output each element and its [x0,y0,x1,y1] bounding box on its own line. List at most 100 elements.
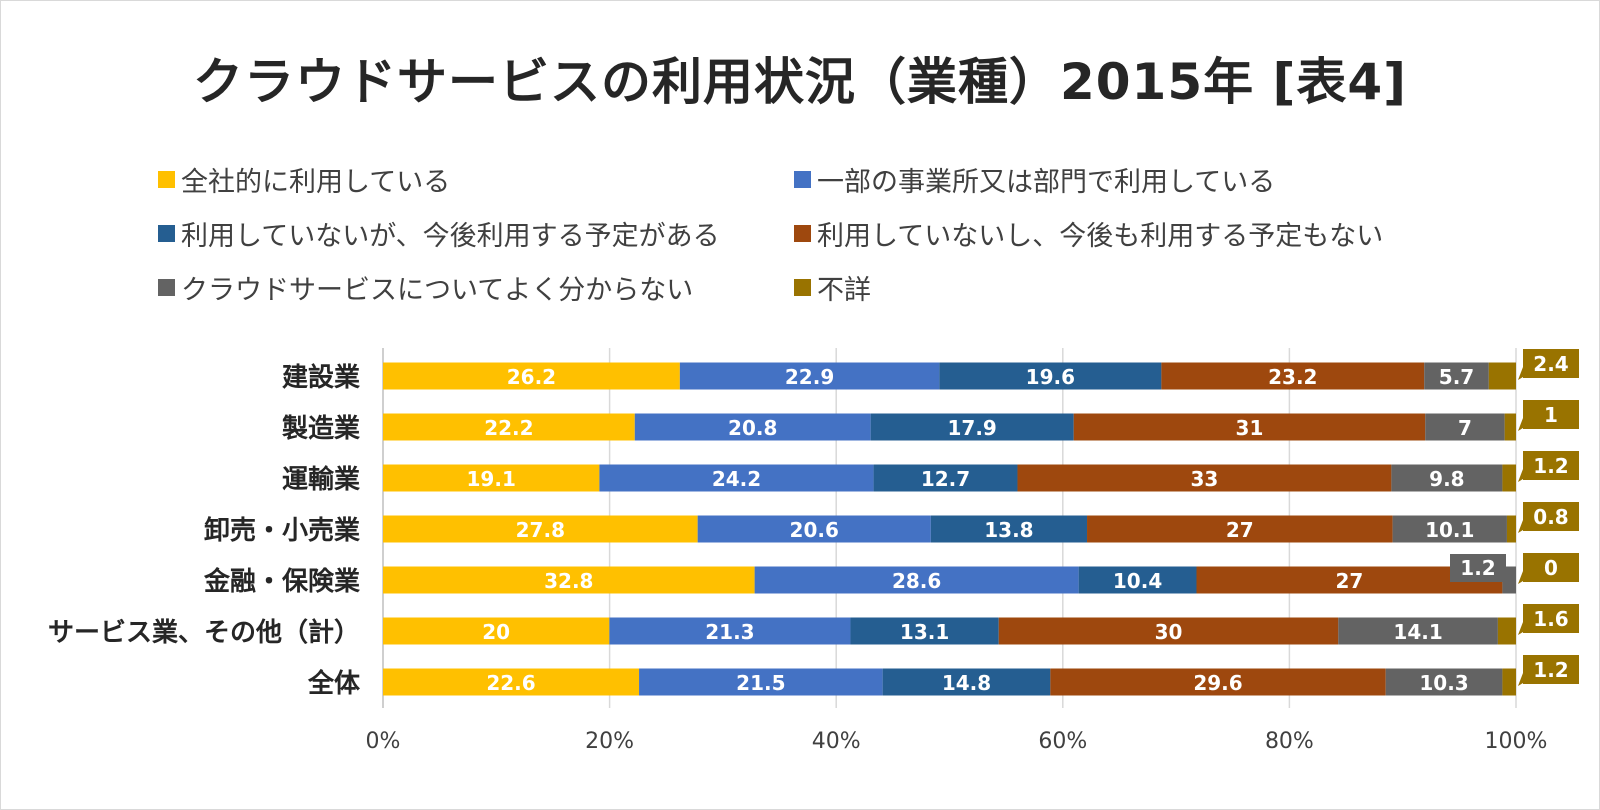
value-label-5-1: 21.3 [705,620,754,644]
bar-3-5 [1506,515,1516,543]
value-label-0-0: 26.2 [507,365,556,389]
value-label-2-0: 19.1 [467,467,516,491]
bar-3-4 [1392,515,1507,543]
legend-item-4: クラウドサービスについてよく分からない [158,268,693,307]
value-label-6-5: 1.2 [1533,658,1568,682]
value-label-0-2: 19.6 [1026,365,1075,389]
value-label-3-0: 27.8 [516,518,565,542]
callout-pointer-3 [1518,520,1523,533]
legend-item-0: 全社的に利用している [158,160,450,199]
x-tick-label-1: 20% [585,729,634,754]
bar-3-2 [930,515,1088,543]
callout-box-6-5 [1523,655,1579,684]
bar-1-1 [634,413,871,441]
legend-swatch-4 [158,279,175,296]
value-label-2-3: 33 [1191,467,1219,491]
bar-2-1 [599,464,874,492]
bar-5-0 [383,617,610,645]
legend-label-2: 利用していないが、今後利用する予定がある [181,221,720,252]
value-label-0-1: 22.9 [785,365,834,389]
bar-6-1 [639,668,883,696]
x-tick-label-3: 60% [1038,729,1087,754]
legend-label-4: クラウドサービスについてよく分からない [181,275,694,306]
value-label-4-2: 10.4 [1113,569,1162,593]
bar-2-0 [383,464,600,492]
legend-label-1: 一部の事業所又は部門で利用している [817,167,1276,198]
bar-0-0 [383,362,680,390]
bar-3-1 [697,515,931,543]
x-tick-label-2: 40% [812,729,861,754]
x-tick-label-0: 0% [366,729,401,754]
legend-item-5: 不詳 [794,268,871,307]
legend-swatch-1 [794,171,811,188]
category-label-1: 製造業 [282,414,360,444]
value-label-4-1: 28.6 [892,569,941,593]
value-label-1-5: 1 [1544,403,1558,427]
callout-pointer-5 [1518,622,1523,635]
legend-item-2: 利用していないが、今後利用する予定がある [158,214,720,253]
bar-6-0 [383,668,640,696]
bar-0-5 [1488,362,1516,390]
category-label-0: 建設業 [282,362,360,393]
bar-0-4 [1424,362,1489,390]
category-label-6: 全体 [307,668,361,699]
category-label-5: サービス業、その他（計） [48,617,360,648]
callout-pointer-2 [1518,469,1523,482]
value-label-1-2: 17.9 [948,416,997,440]
bar-0-3 [1161,362,1425,390]
bar-5-2 [850,617,999,645]
value-label-5-5: 1.6 [1533,607,1568,631]
bar-6-5 [1502,668,1516,696]
value-label-0-5: 2.4 [1533,352,1568,376]
bar-4-1 [754,566,1079,594]
callout-pointer-1 [1518,418,1523,431]
value-label-4-3: 27 [1336,569,1364,593]
category-label-2: 運輸業 [282,464,360,495]
callout-box-3-5 [1523,502,1579,531]
value-label-6-0: 22.6 [486,671,535,695]
value-label-1-4: 7 [1458,416,1472,440]
value-label-1-0: 22.2 [484,416,533,440]
bar-3-0 [383,515,698,543]
chart-title: クラウドサービスの利用状況（業種）2015年 [表4] [192,53,1408,111]
value-label-5-4: 14.1 [1393,620,1442,644]
bar-4-0 [383,566,755,594]
value-label-3-4: 10.1 [1425,518,1474,542]
value-label-4-5: 0 [1544,556,1558,580]
value-label-2-1: 24.2 [712,467,761,491]
value-label-3-2: 13.8 [984,518,1033,542]
callout-box-4-5 [1523,553,1579,582]
callout-box-5-5 [1523,604,1579,633]
value-label-0-4: 5.7 [1439,365,1474,389]
value-label-2-4: 9.8 [1429,467,1464,491]
bar-6-4 [1385,668,1503,696]
callout-box-0-5 [1523,349,1579,378]
bar-1-5 [1504,413,1516,441]
legend-label-3: 利用していないし、今後も利用する予定もない [817,221,1384,252]
legend-swatch-2 [158,225,175,242]
bar-5-3 [998,617,1339,645]
value-label-2-2: 12.7 [921,467,970,491]
callout-box-4-4 [1450,554,1506,582]
value-label-4-4: 1.2 [1460,556,1495,580]
bar-0-1 [679,362,940,390]
value-label-3-3: 27 [1226,518,1254,542]
value-label-5-3: 30 [1155,620,1183,644]
value-label-6-4: 10.3 [1419,671,1468,695]
value-label-3-5: 0.8 [1533,505,1568,529]
bar-0-2 [939,362,1162,390]
value-label-6-1: 21.5 [736,671,785,695]
bar-1-0 [383,413,635,441]
legend-swatch-3 [794,225,811,242]
x-tick-label-5: 100% [1485,729,1548,754]
bar-6-2 [882,668,1051,696]
legend-swatch-0 [158,171,175,188]
value-label-0-3: 23.2 [1268,365,1317,389]
bar-6-3 [1050,668,1386,696]
category-label-4: 金融・保険業 [203,566,360,597]
legend-label-5: 不詳 [817,275,871,306]
legend-swatch-5 [794,279,811,296]
value-label-6-3: 29.6 [1193,671,1242,695]
legend-item-3: 利用していないし、今後も利用する予定もない [794,214,1383,253]
